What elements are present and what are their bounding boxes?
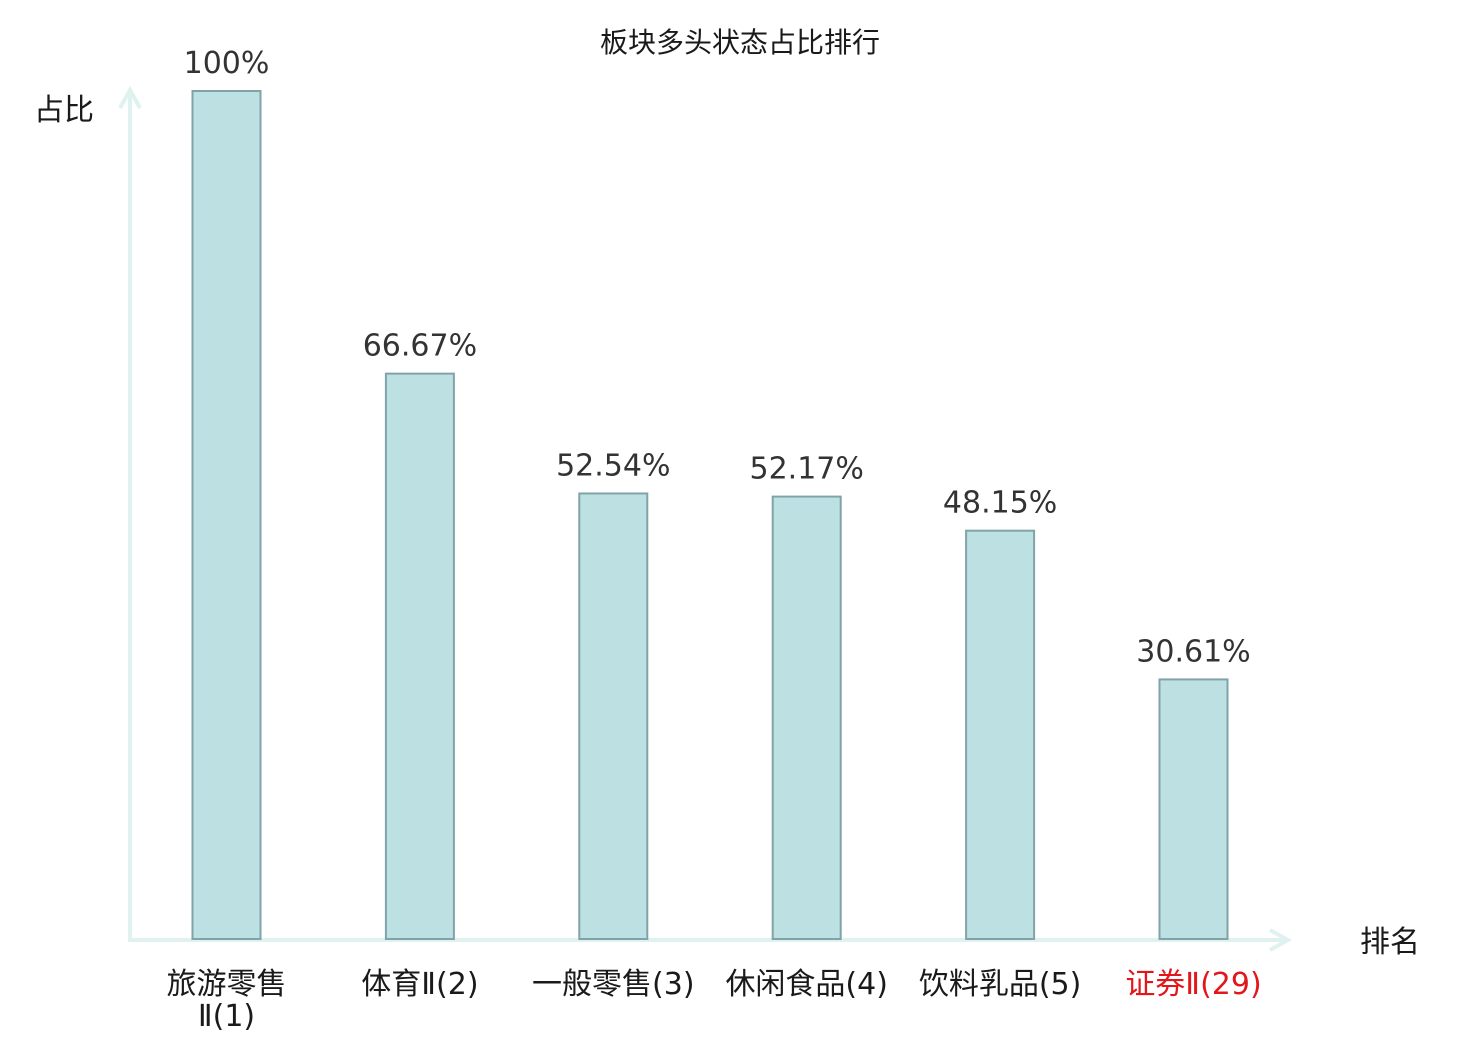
bar: [578, 492, 649, 940]
bar: [191, 90, 262, 940]
y-axis-label: 占比: [34, 93, 94, 128]
bar-value-label: 48.15%: [943, 486, 1057, 521]
x-tick-label: 旅游零售: [167, 967, 287, 1002]
chart-title: 板块多头状态占比排行: [600, 26, 880, 59]
x-tick-label: Ⅱ(1): [198, 999, 255, 1034]
bar-value-label: 100%: [184, 46, 270, 81]
x-axis-label: 排名: [1360, 925, 1420, 960]
y-axis-arrow-icon: [118, 85, 142, 109]
bar: [771, 495, 842, 940]
bar: [1158, 678, 1229, 940]
bar-value-label: 30.61%: [1136, 634, 1250, 669]
x-tick-label: 休闲食品(4): [725, 967, 888, 1002]
bar: [384, 372, 455, 940]
bar-value-label: 52.17%: [750, 452, 864, 487]
x-tick-label: 体育Ⅱ(2): [361, 967, 478, 1002]
x-tick-label: 证券Ⅱ(29): [1125, 967, 1261, 1002]
bar: [965, 529, 1036, 940]
x-axis-arrow-icon: [1269, 928, 1293, 952]
bar-value-label: 52.54%: [556, 448, 670, 483]
x-tick-label: 一般零售(3): [532, 967, 695, 1002]
bar-value-label: 66.67%: [363, 329, 477, 364]
x-tick-label: 饮料乳品(5): [919, 967, 1082, 1002]
